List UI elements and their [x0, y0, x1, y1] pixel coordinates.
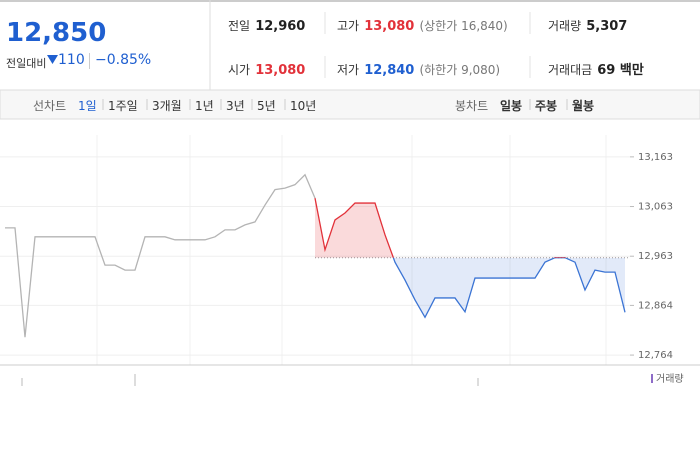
tab[interactable]: 1년	[195, 99, 214, 113]
tab[interactable]: 1주일	[108, 99, 138, 113]
tab[interactable]: 주봉	[535, 99, 558, 113]
stat: 시가 13,080	[228, 59, 305, 78]
down-icon	[47, 55, 58, 64]
y-tick-label: 13,063	[638, 202, 673, 213]
stat: 고가 13,080 (상한가 16,840)	[337, 15, 508, 34]
area-below	[315, 257, 625, 318]
area-above	[315, 198, 394, 258]
tab[interactable]: 월봉	[572, 99, 595, 113]
stat-value: 13,080	[364, 19, 415, 34]
tab[interactable]: 3개월	[152, 99, 182, 113]
v-grid	[96, 135, 607, 365]
divider	[89, 53, 90, 69]
stat-value: 12,960	[255, 19, 306, 34]
stat: 거래대금 69 백만	[548, 59, 644, 78]
tab-bar	[0, 89, 700, 120]
stat-label: 전일	[228, 19, 251, 33]
y-tick-label: 12,764	[638, 350, 673, 361]
stat-label: 시가	[228, 63, 251, 77]
stat-note: (상한가 16,840)	[419, 19, 508, 33]
legend-swatch	[651, 374, 653, 383]
stat: 저가 12,840 (하한가 9,080)	[337, 59, 500, 78]
y-tick-label: 12,963	[638, 251, 673, 262]
tab[interactable]: 3년	[226, 99, 245, 113]
tab[interactable]: 10년	[290, 99, 317, 113]
price: 12,850	[6, 18, 107, 48]
stat: 전일 12,960	[228, 15, 305, 34]
stat-label: 저가	[337, 63, 360, 77]
stat-note: (하한가 9,080)	[419, 63, 501, 77]
change-value: 110	[58, 52, 85, 68]
stat-label: 거래대금	[548, 63, 593, 77]
tab-group-label: 봉차트	[455, 99, 489, 113]
change: 110	[47, 52, 85, 68]
stat-value: 5,307	[586, 19, 628, 34]
legend-label: 거래량	[656, 373, 684, 385]
price-line-below	[392, 257, 626, 319]
tab[interactable]: 1일	[78, 99, 97, 113]
change-label: 전일대비	[6, 57, 47, 70]
y-tick-label: 13,163	[638, 152, 673, 163]
y-tick-label: 12,864	[638, 300, 673, 311]
stat-value: 69 백만	[597, 63, 644, 78]
top-border	[0, 0, 700, 2]
volume-bars	[21, 374, 479, 386]
stat-value: 12,840	[364, 63, 415, 78]
change-rate: −0.85%	[95, 52, 152, 68]
stat-value: 13,080	[255, 63, 306, 78]
stat-label: 거래량	[548, 19, 582, 33]
tab[interactable]: 5년	[257, 99, 276, 113]
tab[interactable]: 일봉	[500, 99, 523, 113]
price-line-above	[314, 197, 567, 258]
stat-label: 고가	[337, 19, 360, 33]
stat: 거래량 5,307	[548, 15, 627, 34]
price-line	[5, 173, 316, 338]
tab-group-label: 선차트	[33, 99, 67, 113]
